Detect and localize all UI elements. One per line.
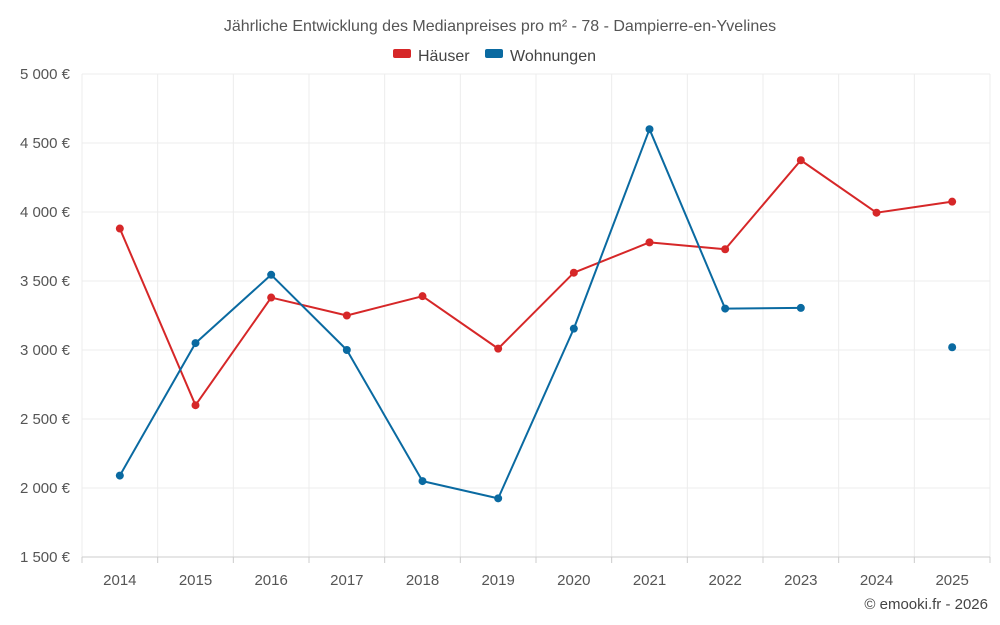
series-line [118, 159, 953, 407]
data-point[interactable] [721, 245, 730, 254]
x-tick-label: 2015 [179, 572, 212, 589]
series [115, 125, 957, 503]
axes: 1 500 € 2 000 € 2 500 € 3 000 € 3 500 € 4 000… [20, 66, 991, 589]
legend-item-wohnungen[interactable]: Wohnungen [485, 48, 596, 65]
data-point[interactable] [645, 238, 654, 247]
x-tick-label: 2017 [330, 572, 363, 589]
y-tick-label: 3 500 € [20, 273, 71, 290]
legend-swatch-wohnungen [485, 49, 503, 58]
x-tick-label: 2014 [103, 572, 136, 589]
data-point[interactable] [191, 339, 200, 348]
data-point[interactable] [494, 494, 503, 503]
y-tick-label: 2 500 € [20, 411, 71, 428]
legend-item-haeuser[interactable]: Häuser [393, 48, 470, 65]
y-tick-label: 4 500 € [20, 135, 71, 152]
data-point[interactable] [948, 197, 957, 206]
series-häuser [115, 156, 957, 410]
legend-label-haeuser: Häuser [418, 48, 470, 65]
x-tick-label: 2016 [254, 572, 287, 589]
gridlines [81, 73, 991, 557]
x-tick-label: 2022 [708, 572, 741, 589]
legend-label-wohnungen: Wohnungen [510, 48, 596, 65]
data-point[interactable] [645, 125, 654, 134]
legend-swatch-haeuser [393, 49, 411, 58]
chart-title: Jährliche Entwicklung des Medianpreises … [224, 18, 776, 35]
y-tick-label: 5 000 € [20, 66, 71, 83]
data-point[interactable] [342, 311, 351, 320]
data-point[interactable] [569, 324, 578, 333]
x-tick-label: 2019 [481, 572, 514, 589]
data-point[interactable] [872, 208, 881, 217]
x-tick-label: 2024 [860, 572, 893, 589]
series-wohnungen [115, 125, 957, 503]
data-point[interactable] [494, 344, 503, 353]
data-point[interactable] [267, 293, 276, 302]
x-tick-label: 2020 [557, 572, 590, 589]
series-line [118, 128, 801, 500]
y-tick-label: 1 500 € [20, 549, 71, 566]
y-tick-label: 3 000 € [20, 342, 71, 359]
data-point[interactable] [948, 343, 957, 352]
data-point[interactable] [267, 270, 276, 279]
x-tick-label: 2018 [406, 572, 439, 589]
legend: Häuser Wohnungen [393, 48, 596, 65]
x-tick-label: 2021 [633, 572, 666, 589]
data-point[interactable] [418, 292, 427, 301]
y-tick-label: 2 000 € [20, 480, 71, 497]
y-tick-label: 4 000 € [20, 204, 71, 221]
data-point[interactable] [115, 471, 124, 480]
data-point[interactable] [796, 303, 805, 312]
data-point[interactable] [418, 477, 427, 486]
data-point[interactable] [569, 268, 578, 277]
credit-text: © emooki.fr - 2026 [864, 596, 988, 613]
data-point[interactable] [191, 401, 200, 410]
data-point[interactable] [796, 156, 805, 165]
data-point[interactable] [342, 346, 351, 354]
data-point[interactable] [721, 304, 730, 313]
x-tick-label: 2025 [935, 572, 968, 589]
x-tick-label: 2023 [784, 572, 817, 589]
data-point[interactable] [115, 224, 124, 233]
